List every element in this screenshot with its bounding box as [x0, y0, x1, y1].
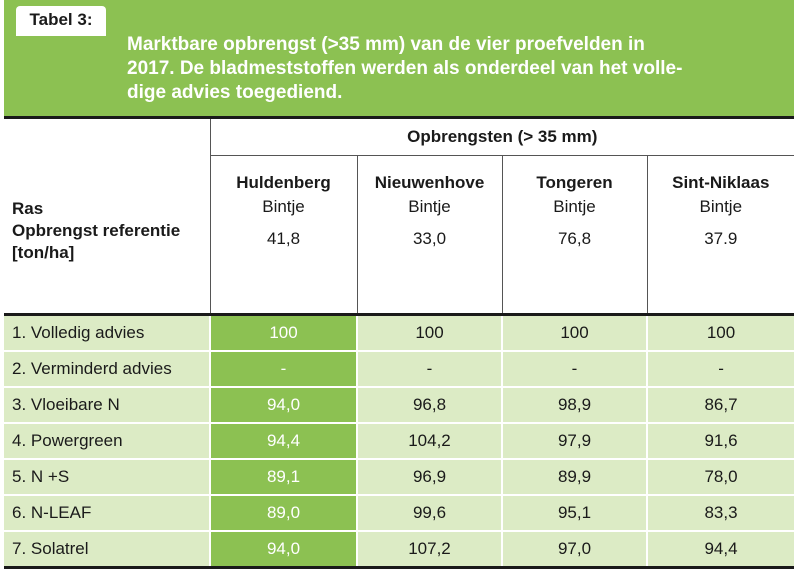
row-label: 2. Verminderd advies	[4, 350, 211, 388]
cell-value: 89,1	[209, 458, 357, 496]
cell-value: 89,0	[209, 494, 357, 532]
table-row: 2. Verminderd advies - - - -	[4, 350, 795, 388]
column-header-sint-niklaas: Sint-Niklaas Bintje 37.9	[646, 155, 795, 316]
row-label: 7. Solatrel	[4, 530, 211, 569]
cell-value: 91,6	[645, 422, 795, 460]
location-name: Nieuwenhove	[374, 173, 485, 192]
row-header-line: [ton/ha]	[12, 242, 75, 262]
figure: Tabel 3: Marktbare opbrengst (>35 mm) va…	[4, 0, 795, 569]
group-header-row: Opbrengsten (> 35 mm)	[4, 116, 795, 156]
row-header-line: Ras	[12, 198, 44, 218]
variety-name: Bintje	[699, 197, 743, 216]
row-label: 4. Powergreen	[4, 422, 211, 460]
cell-value: 98,9	[501, 386, 647, 424]
row-header: Ras Opbrengst referentie [ton/ha]	[4, 155, 210, 316]
cell-value: 100	[356, 314, 502, 352]
variety-name: Bintje	[262, 197, 305, 216]
cell-value: 86,7	[645, 386, 795, 424]
cell-value: 94,0	[209, 386, 357, 424]
table-row: 3. Vloeibare N 94,0 96,8 98,9 86,7	[4, 386, 795, 424]
row-label: 5. N +S	[4, 458, 211, 496]
cell-value: 95,1	[501, 494, 647, 532]
column-header-nieuwenhove: Nieuwenhove Bintje 33,0	[356, 155, 502, 316]
cell-value: -	[356, 350, 502, 388]
cell-value: -	[501, 350, 647, 388]
table-row: 5. N +S 89,1 96,9 89,9 78,0	[4, 458, 795, 496]
column-header-row: Ras Opbrengst referentie [ton/ha] Hulden…	[4, 155, 795, 316]
cell-value: 96,8	[356, 386, 502, 424]
group-header: Opbrengsten (> 35 mm)	[210, 116, 795, 156]
row-header-line: Opbrengst referentie	[12, 220, 181, 240]
table-tab-label: Tabel 3:	[16, 6, 106, 36]
location-name: Sint-Niklaas	[672, 173, 770, 192]
cell-value: 99,6	[356, 494, 502, 532]
cell-value: -	[209, 350, 357, 388]
cell-value: 104,2	[356, 422, 502, 460]
table-row: 6. N-LEAF 89,0 99,6 95,1 83,3	[4, 494, 795, 532]
group-header-blank	[4, 116, 211, 156]
cell-value: 100	[645, 314, 795, 352]
table-row: 7. Solatrel 94,0 107,2 97,0 94,4	[4, 530, 795, 569]
reference-yield: 33,0	[412, 229, 447, 248]
cell-value: 100	[209, 314, 357, 352]
cell-value: 97,0	[501, 530, 647, 569]
cell-value: 94,4	[209, 422, 357, 460]
cell-value: 107,2	[356, 530, 502, 569]
cell-value: 94,4	[645, 530, 795, 569]
cell-value: 94,0	[209, 530, 357, 569]
row-label: 1. Volledig advies	[4, 314, 211, 352]
location-name: Tongeren	[536, 173, 613, 192]
cell-value: 100	[501, 314, 647, 352]
title-line: Marktbare opbrengst (>35 mm) van de vier…	[127, 34, 645, 55]
cell-value: 97,9	[501, 422, 647, 460]
yield-table: Opbrengsten (> 35 mm) Ras Opbrengst refe…	[4, 116, 795, 569]
reference-yield: 37.9	[704, 229, 738, 248]
title-line: 2017. De bladmeststoffen werden als onde…	[127, 58, 683, 79]
cell-value: 96,9	[356, 458, 502, 496]
location-name: Huldenberg	[236, 173, 331, 192]
row-label: 6. N-LEAF	[4, 494, 211, 532]
reference-yield: 41,8	[266, 229, 301, 248]
table-row: 4. Powergreen 94,4 104,2 97,9 91,6	[4, 422, 795, 460]
table-title: Marktbare opbrengst (>35 mm) van de vier…	[127, 33, 787, 105]
column-header-tongeren: Tongeren Bintje 76,8	[501, 155, 647, 316]
header-band: Tabel 3: Marktbare opbrengst (>35 mm) va…	[4, 0, 794, 116]
variety-name: Bintje	[553, 197, 596, 216]
title-line: dige advies toegediend.	[127, 82, 343, 103]
table-row: 1. Volledig advies 100 100 100 100	[4, 314, 795, 352]
reference-yield: 76,8	[557, 229, 592, 248]
row-label: 3. Vloeibare N	[4, 386, 211, 424]
cell-value: -	[645, 350, 795, 388]
cell-value: 78,0	[645, 458, 795, 496]
cell-value: 83,3	[645, 494, 795, 532]
cell-value: 89,9	[501, 458, 647, 496]
variety-name: Bintje	[408, 197, 451, 216]
column-header-huldenberg: Huldenberg Bintje 41,8	[209, 155, 357, 316]
